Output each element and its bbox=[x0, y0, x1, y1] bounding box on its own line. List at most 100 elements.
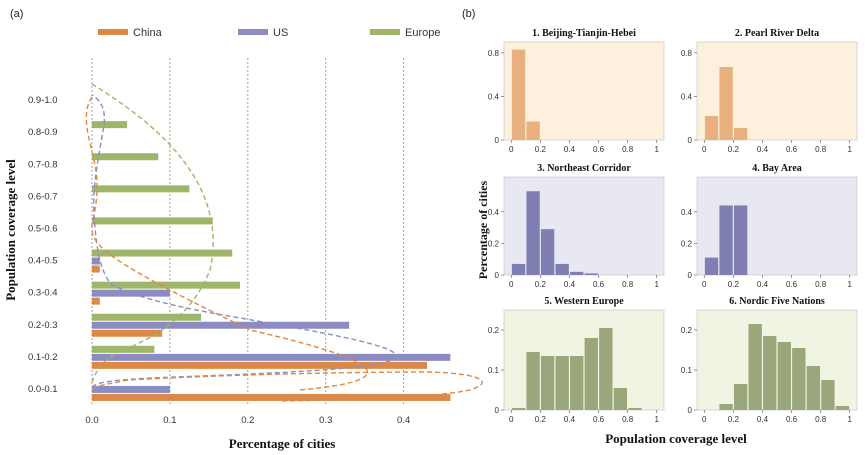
histogram-bar bbox=[584, 273, 598, 275]
density-curve-china bbox=[91, 371, 483, 402]
x-tick-label: 0.6 bbox=[786, 280, 798, 289]
bar-china bbox=[92, 329, 163, 337]
histogram-bar bbox=[806, 366, 821, 410]
histogram-bar bbox=[526, 352, 540, 410]
legend-label-us: US bbox=[273, 27, 288, 39]
panel-title: 1. Beijing-Tianjin-Hebei bbox=[532, 28, 636, 39]
histogram-bar bbox=[748, 324, 762, 410]
y-tick-label: 0.1 bbox=[681, 366, 693, 375]
x-tick-label: 0.8 bbox=[622, 280, 634, 289]
y-tick-label: 0.8-0.9 bbox=[28, 127, 58, 138]
y-tick-label: 0 bbox=[688, 271, 693, 280]
y-tick-label: 0.9-1.0 bbox=[28, 95, 58, 106]
x-tick-label: 0 bbox=[509, 280, 514, 289]
y-tick-label: 0 bbox=[688, 406, 693, 415]
histogram-bar bbox=[526, 121, 540, 140]
y-tick-label: 0.4 bbox=[488, 208, 500, 217]
x-tick-label: 1 bbox=[848, 415, 853, 424]
x-tick-label: 0.2 bbox=[728, 280, 740, 289]
bar-europe bbox=[92, 153, 159, 161]
x-tick-label: 0.2 bbox=[241, 415, 254, 426]
x-tick-label: 0 bbox=[509, 145, 514, 154]
y-tick-label: 0.7-0.8 bbox=[28, 159, 58, 170]
x-tick-label: 0.8 bbox=[815, 280, 827, 289]
x-tick-label: 0.6 bbox=[786, 145, 798, 154]
y-tick-label: 0.2 bbox=[488, 326, 500, 335]
histogram-bar bbox=[821, 380, 835, 410]
legend: China US Europe bbox=[98, 27, 440, 39]
x-tick-label: 0.0 bbox=[85, 415, 98, 426]
panel-title: 5. Western Europe bbox=[544, 296, 624, 307]
panels-b-xlabel: Population coverage level bbox=[605, 431, 747, 446]
bar-europe bbox=[92, 217, 213, 225]
legend-label-europe: Europe bbox=[405, 27, 440, 39]
density-curve-europe bbox=[91, 83, 214, 383]
x-tick-label: 0.2 bbox=[728, 415, 740, 424]
x-tick-label: 0.8 bbox=[622, 415, 634, 424]
y-tick-label: 0.2 bbox=[681, 239, 693, 248]
y-tick-label: 0.2 bbox=[488, 239, 500, 248]
histogram-bar bbox=[763, 336, 777, 410]
bar-china bbox=[92, 265, 100, 273]
y-tick-label: 0.0-0.1 bbox=[28, 384, 58, 395]
histogram-bar bbox=[733, 128, 748, 140]
histogram-bar bbox=[555, 356, 569, 410]
x-tick-label: 0.4 bbox=[564, 145, 576, 154]
histogram-bar bbox=[584, 338, 598, 410]
x-tick-label: 0.2 bbox=[535, 415, 547, 424]
x-tick-label: 0.4 bbox=[564, 280, 576, 289]
chart-a-xlabel: Percentage of cities bbox=[229, 436, 336, 451]
x-tick-label: 0.8 bbox=[815, 145, 827, 154]
histogram-bar bbox=[511, 408, 526, 410]
bar-europe bbox=[92, 313, 202, 321]
y-tick-label: 0 bbox=[495, 406, 500, 415]
bar-europe bbox=[92, 121, 128, 129]
histogram-bar bbox=[792, 348, 806, 410]
bar-us bbox=[92, 353, 451, 361]
histogram-bar bbox=[570, 271, 584, 275]
bar-china bbox=[92, 361, 428, 369]
bar-china bbox=[92, 393, 451, 401]
histogram-bar bbox=[526, 191, 540, 275]
panels-b-ylabel: Percentage of cities bbox=[476, 180, 490, 279]
x-tick-label: 0.4 bbox=[397, 415, 410, 426]
bar-europe bbox=[92, 281, 241, 289]
histogram-bar bbox=[613, 388, 628, 410]
bar-europe bbox=[92, 249, 233, 257]
x-tick-label: 1 bbox=[655, 145, 660, 154]
y-tick-label: 0.4-0.5 bbox=[28, 256, 58, 267]
x-tick-label: 0.3 bbox=[319, 415, 332, 426]
x-tick-label: 0.1 bbox=[163, 415, 176, 426]
panel-title: 6. Nordic Five Nations bbox=[729, 296, 825, 307]
y-tick-label: 0.4 bbox=[488, 92, 500, 101]
y-tick-label: 0.2-0.3 bbox=[28, 320, 58, 331]
panels-b: 1. Beijing-Tianjin-Hebei 0 0.4 0.8 0 0.2 0.4 0.… bbox=[488, 28, 858, 424]
x-tick-label: 0 bbox=[509, 415, 514, 424]
panel-title: 2. Pearl River Delta bbox=[735, 28, 819, 39]
y-tick-label: 0.4 bbox=[681, 208, 693, 217]
x-tick-label: 0 bbox=[702, 415, 707, 424]
histogram-bar bbox=[555, 263, 569, 275]
y-tick-label: 0.1-0.2 bbox=[28, 352, 58, 363]
y-tick-label: 0.8 bbox=[681, 49, 693, 58]
histogram-bar bbox=[540, 356, 555, 410]
x-tick-label: 1 bbox=[655, 280, 660, 289]
histogram-bar bbox=[511, 49, 526, 140]
chart-a-ylabel: Population coverage level bbox=[3, 159, 18, 301]
histogram-bar bbox=[733, 384, 748, 410]
y-tick-label: 0.6-0.7 bbox=[28, 191, 58, 202]
bar-us bbox=[92, 257, 100, 265]
x-tick-label: 0.6 bbox=[593, 415, 605, 424]
histogram-bar bbox=[777, 342, 791, 410]
bar-us bbox=[92, 321, 350, 329]
histogram-bar bbox=[719, 205, 733, 275]
y-tick-label: 0.1 bbox=[488, 366, 500, 375]
x-tick-label: 0.2 bbox=[728, 145, 740, 154]
x-tick-label: 0.4 bbox=[757, 145, 769, 154]
x-tick-label: 0.8 bbox=[622, 145, 634, 154]
legend-swatch-china bbox=[98, 29, 128, 35]
chart-a: 0.0 0.1 0.2 0.3 0.4 0.0-0.1 0.1-0.2 0.2-0.3 0.3-… bbox=[28, 58, 483, 426]
histogram-bar bbox=[540, 229, 555, 275]
x-tick-label: 0 bbox=[702, 280, 707, 289]
